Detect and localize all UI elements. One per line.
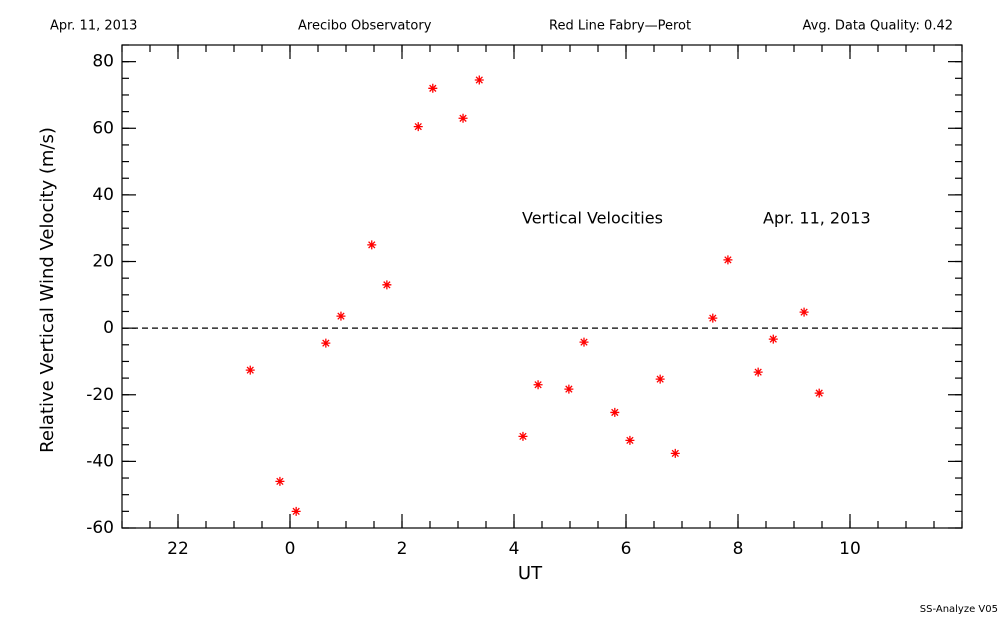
y-tick-label: -60 bbox=[86, 518, 114, 538]
annotation: Apr. 11, 2013 bbox=[763, 209, 871, 228]
header-site: Arecibo Observatory bbox=[298, 19, 432, 34]
point bbox=[518, 431, 528, 441]
point bbox=[533, 380, 543, 390]
x-tick-label: 0 bbox=[285, 539, 296, 559]
x-tick-label: 6 bbox=[621, 539, 632, 559]
x-tick-label: 2 bbox=[397, 539, 408, 559]
point bbox=[579, 337, 589, 347]
point bbox=[610, 407, 620, 417]
y-tick-label: -20 bbox=[86, 385, 114, 405]
footer: SS-Analyze V05 bbox=[920, 604, 998, 615]
plot-frame bbox=[121, 44, 963, 529]
point bbox=[814, 388, 824, 398]
point bbox=[768, 334, 778, 344]
point bbox=[367, 240, 377, 250]
header-date: Apr. 11, 2013 bbox=[50, 19, 137, 34]
x-tick-label: 4 bbox=[509, 539, 520, 559]
x-axis-label: UT bbox=[518, 563, 543, 584]
point bbox=[655, 374, 665, 384]
header-quality: Avg. Data Quality: 0.42 bbox=[803, 19, 953, 34]
point bbox=[799, 307, 809, 317]
point bbox=[413, 122, 423, 132]
point bbox=[458, 113, 468, 123]
annotation: Vertical Velocities bbox=[522, 209, 663, 228]
point bbox=[245, 365, 255, 375]
point bbox=[474, 75, 484, 85]
header-instrument: Red Line Fabry—Perot bbox=[549, 19, 691, 34]
y-axis-label: Relative Vertical Wind Velocity (m/s) bbox=[37, 127, 58, 453]
point bbox=[382, 280, 392, 290]
y-tick-label: 40 bbox=[92, 185, 114, 205]
point bbox=[625, 435, 635, 445]
point bbox=[670, 448, 680, 458]
x-tick-label: 8 bbox=[733, 539, 744, 559]
x-tick-label: 10 bbox=[839, 539, 861, 559]
point bbox=[336, 311, 346, 321]
point bbox=[428, 83, 438, 93]
point bbox=[321, 338, 331, 348]
y-tick-label: 0 bbox=[103, 318, 114, 338]
point bbox=[275, 476, 285, 486]
y-tick-label: 60 bbox=[92, 118, 114, 138]
y-tick-label: 20 bbox=[92, 252, 114, 272]
point bbox=[564, 384, 574, 394]
y-tick-label: -40 bbox=[86, 451, 114, 471]
y-tick-label: 80 bbox=[92, 52, 114, 72]
x-tick-label: 22 bbox=[167, 539, 189, 559]
point bbox=[708, 313, 718, 323]
point bbox=[291, 506, 301, 516]
point bbox=[723, 255, 733, 265]
point bbox=[753, 367, 763, 377]
